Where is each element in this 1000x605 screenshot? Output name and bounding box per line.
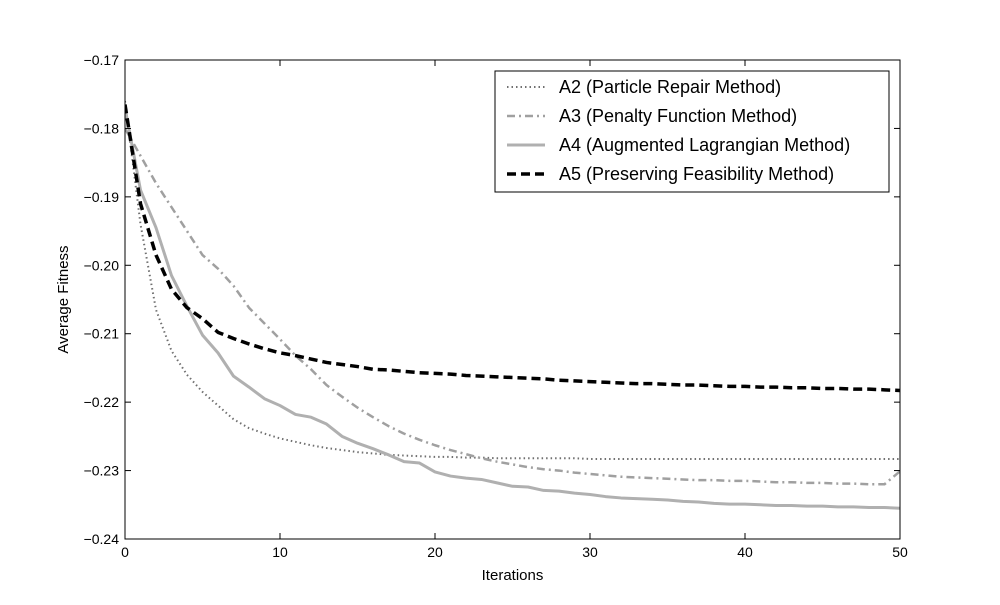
x-tick-label: 50 [892, 544, 908, 560]
legend-label-4: A5 (Preserving Feasibility Method) [559, 164, 834, 184]
y-axis-label: Average Fitness [55, 245, 72, 353]
y-tick-label: −0.20 [84, 257, 120, 273]
axis-ticks [124, 59, 901, 540]
y-tick-label: −0.22 [84, 394, 120, 410]
series-lines [125, 100, 900, 510]
legend-label-1: A2 (Particle Repair Method) [559, 77, 781, 97]
y-tick-label: −0.23 [84, 463, 120, 479]
x-tick-label: 30 [582, 544, 598, 560]
legend: A2 (Particle Repair Method) A3 (Penalty F… [494, 70, 890, 193]
legend-label-3: A4 (Augmented Lagrangian Method) [559, 135, 850, 155]
x-axis-label: Iterations [482, 567, 544, 584]
y-tick-label: −0.24 [84, 531, 120, 547]
series-line-4 [125, 104, 900, 393]
y-tick-label: −0.18 [84, 120, 120, 136]
x-tick-label: 40 [737, 544, 753, 560]
series-line-2 [125, 127, 900, 486]
x-tick-label: 0 [121, 544, 129, 560]
legend-box [494, 70, 890, 193]
plot-area-frame [124, 59, 901, 540]
tick-labels: 0 10 20 30 40 50 −0.17 −0.18 −0.19 −0.20 −0.21 −0.2… [84, 52, 908, 560]
x-tick-label: 10 [272, 544, 288, 560]
y-tick-label: −0.19 [84, 189, 120, 205]
y-tick-label: −0.17 [84, 52, 120, 68]
series-line-3 [125, 107, 900, 510]
y-tick-label: −0.21 [84, 326, 120, 342]
x-tick-label: 20 [427, 544, 443, 560]
legend-label-2: A3 (Penalty Function Method) [559, 106, 797, 126]
